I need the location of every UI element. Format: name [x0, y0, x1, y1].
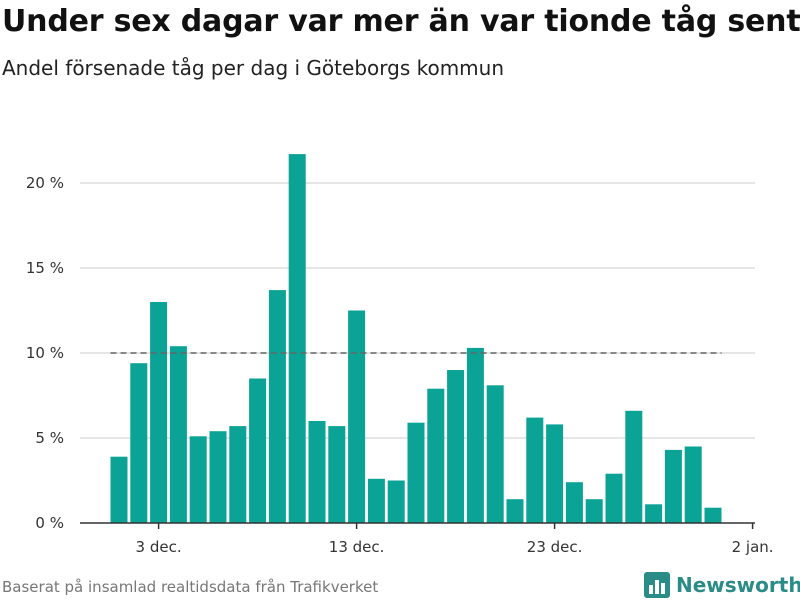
bar: [189, 436, 207, 523]
bar: [585, 499, 603, 523]
bar: [169, 346, 187, 523]
bar: [328, 426, 346, 523]
bar: [288, 154, 306, 523]
bar-chart-logo-icon: [644, 572, 670, 598]
bar: [645, 504, 663, 523]
bar: [130, 363, 148, 523]
source-note: Baserat på insamlad realtidsdata från Tr…: [2, 578, 379, 596]
bar: [209, 431, 227, 523]
bar: [565, 482, 583, 523]
bar: [546, 424, 564, 523]
bars: [110, 154, 722, 523]
brand-name: Newsworthy: [676, 573, 800, 597]
y-tick-label: 0 %: [35, 514, 64, 532]
y-tick-label: 15 %: [26, 259, 64, 277]
chart-title: Under sex dagar var mer än var tionde tå…: [2, 4, 800, 39]
bar: [506, 499, 524, 523]
x-tick-label: 13 dec.: [329, 538, 385, 556]
y-tick-label: 10 %: [26, 344, 64, 362]
brand-logo: Newsworthy: [644, 570, 800, 600]
bar: [308, 421, 326, 523]
bar: [684, 446, 702, 523]
x-axis-labels: 3 dec. 13 dec. 23 dec. 2 jan.: [136, 538, 774, 556]
bar: [229, 426, 247, 523]
y-tick-label: 5 %: [35, 429, 64, 447]
bar: [268, 290, 286, 523]
bar: [407, 422, 425, 523]
bar: [387, 480, 405, 523]
bar: [625, 410, 643, 523]
bar: [367, 478, 385, 523]
x-tick-label: 23 dec.: [527, 538, 583, 556]
bar: [486, 385, 504, 523]
bar: [249, 378, 267, 523]
bar: [466, 347, 484, 523]
bar: [447, 370, 465, 523]
x-tick-label: 2 jan.: [732, 538, 774, 556]
bar: [348, 310, 366, 523]
bar: [704, 507, 722, 523]
bar: [150, 302, 168, 523]
bar: [427, 388, 445, 523]
chart-subtitle: Andel försenade tåg per dag i Göteborgs …: [2, 56, 505, 80]
bar: [664, 449, 682, 523]
bar: [526, 417, 544, 523]
x-tick-label: 3 dec.: [136, 538, 182, 556]
y-tick-label: 20 %: [26, 174, 64, 192]
y-axis-labels: 0 % 5 % 10 % 15 % 20 %: [26, 174, 64, 532]
bar: [110, 456, 128, 523]
x-axis: [80, 522, 755, 529]
bar: [605, 473, 623, 523]
